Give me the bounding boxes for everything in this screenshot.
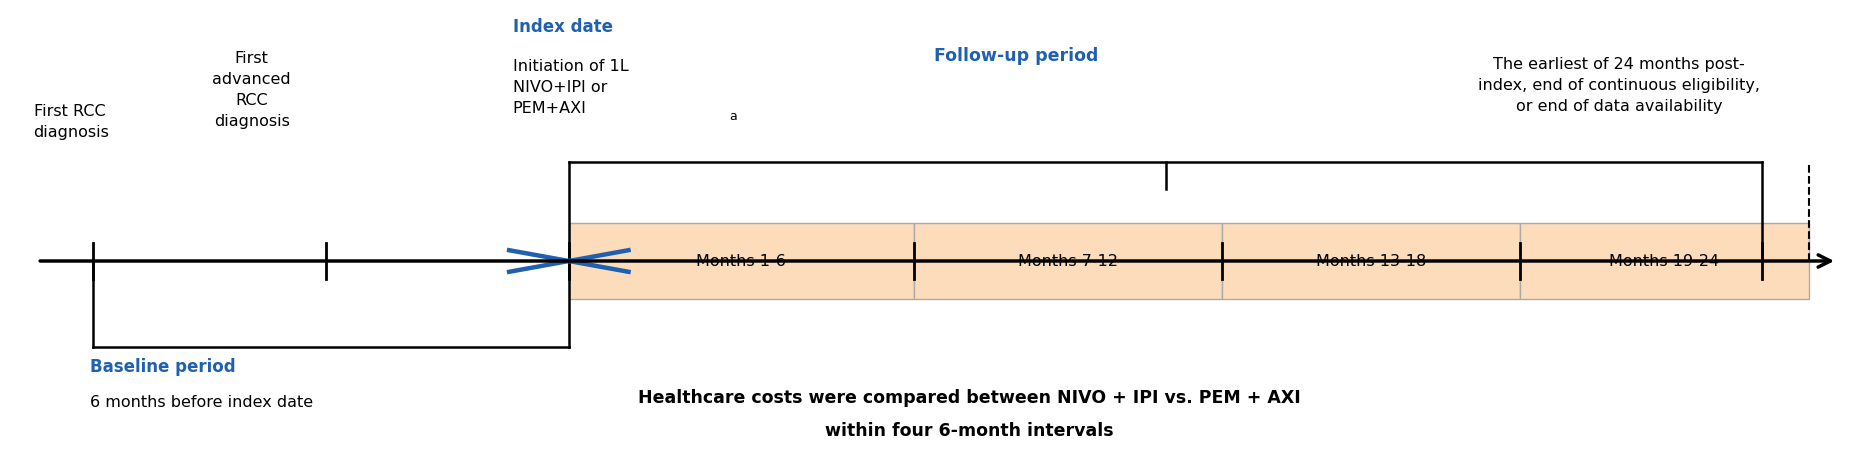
Text: The earliest of 24 months post-
index, end of continuous eligibility,
or end of : The earliest of 24 months post- index, e… [1476,57,1760,114]
Text: Months 7-12: Months 7-12 [1018,253,1117,269]
Text: a: a [729,111,736,123]
Text: Follow-up period: Follow-up period [934,47,1098,65]
Text: Months 19-24: Months 19-24 [1609,253,1719,269]
Text: Healthcare costs were compared between NIVO + IPI vs. PEM + AXI: Healthcare costs were compared between N… [637,389,1301,407]
Text: First RCC
diagnosis: First RCC diagnosis [34,104,110,140]
Text: First
advanced
RCC
diagnosis: First advanced RCC diagnosis [212,51,291,129]
Bar [569,223,913,299]
Bar [913,223,1221,299]
Text: 6 months before index date: 6 months before index date [89,395,313,410]
Bar [1519,223,1808,299]
Text: Baseline period: Baseline period [89,358,235,376]
Text: Months 1-6: Months 1-6 [695,253,787,269]
Text: within four 6-month intervals: within four 6-month intervals [826,422,1113,440]
Text: Initiation of 1L
NIVO+IPI or
PEM+AXI: Initiation of 1L NIVO+IPI or PEM+AXI [513,59,628,116]
Bar [1221,223,1519,299]
Text: Months 13-18: Months 13-18 [1314,253,1426,269]
Text: Index date: Index date [513,18,613,36]
